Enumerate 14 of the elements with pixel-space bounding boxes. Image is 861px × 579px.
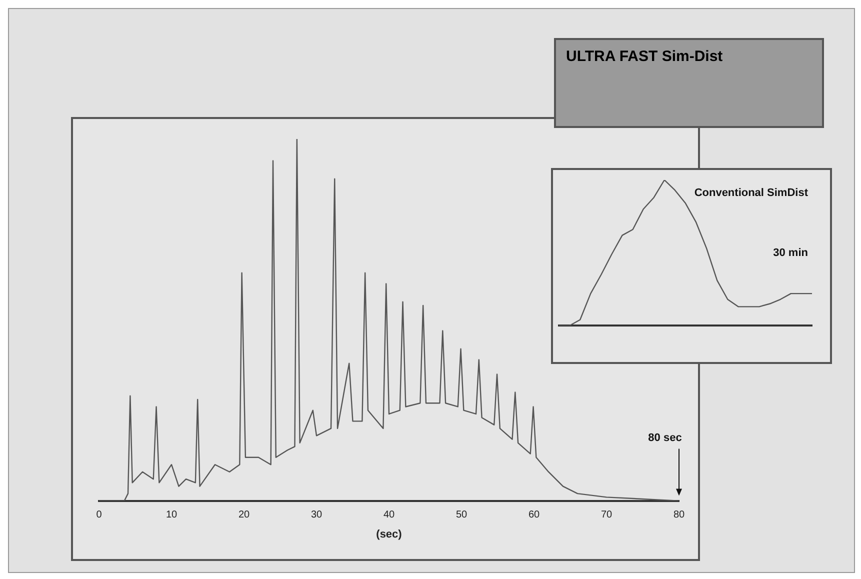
x-tick-label: 30 (310, 510, 322, 521)
annotation: 80 sec (648, 432, 682, 444)
x-tick-label: 0 (96, 510, 102, 521)
x-axis-title: (sec) (376, 528, 402, 540)
x-tick-label: 10 (166, 510, 178, 521)
x-tick-label: 40 (383, 510, 395, 521)
x-tick-label: 20 (238, 510, 250, 521)
annotation: Conventional SimDist (694, 187, 808, 199)
x-tick-label: 70 (600, 510, 612, 521)
chart-title: ULTRA FAST Sim-Dist (554, 38, 824, 128)
annotation: 30 min (773, 247, 808, 259)
x-tick-label: 50 (456, 510, 468, 521)
x-tick-label: 60 (528, 510, 540, 521)
x-tick-label: 80 (673, 510, 685, 521)
